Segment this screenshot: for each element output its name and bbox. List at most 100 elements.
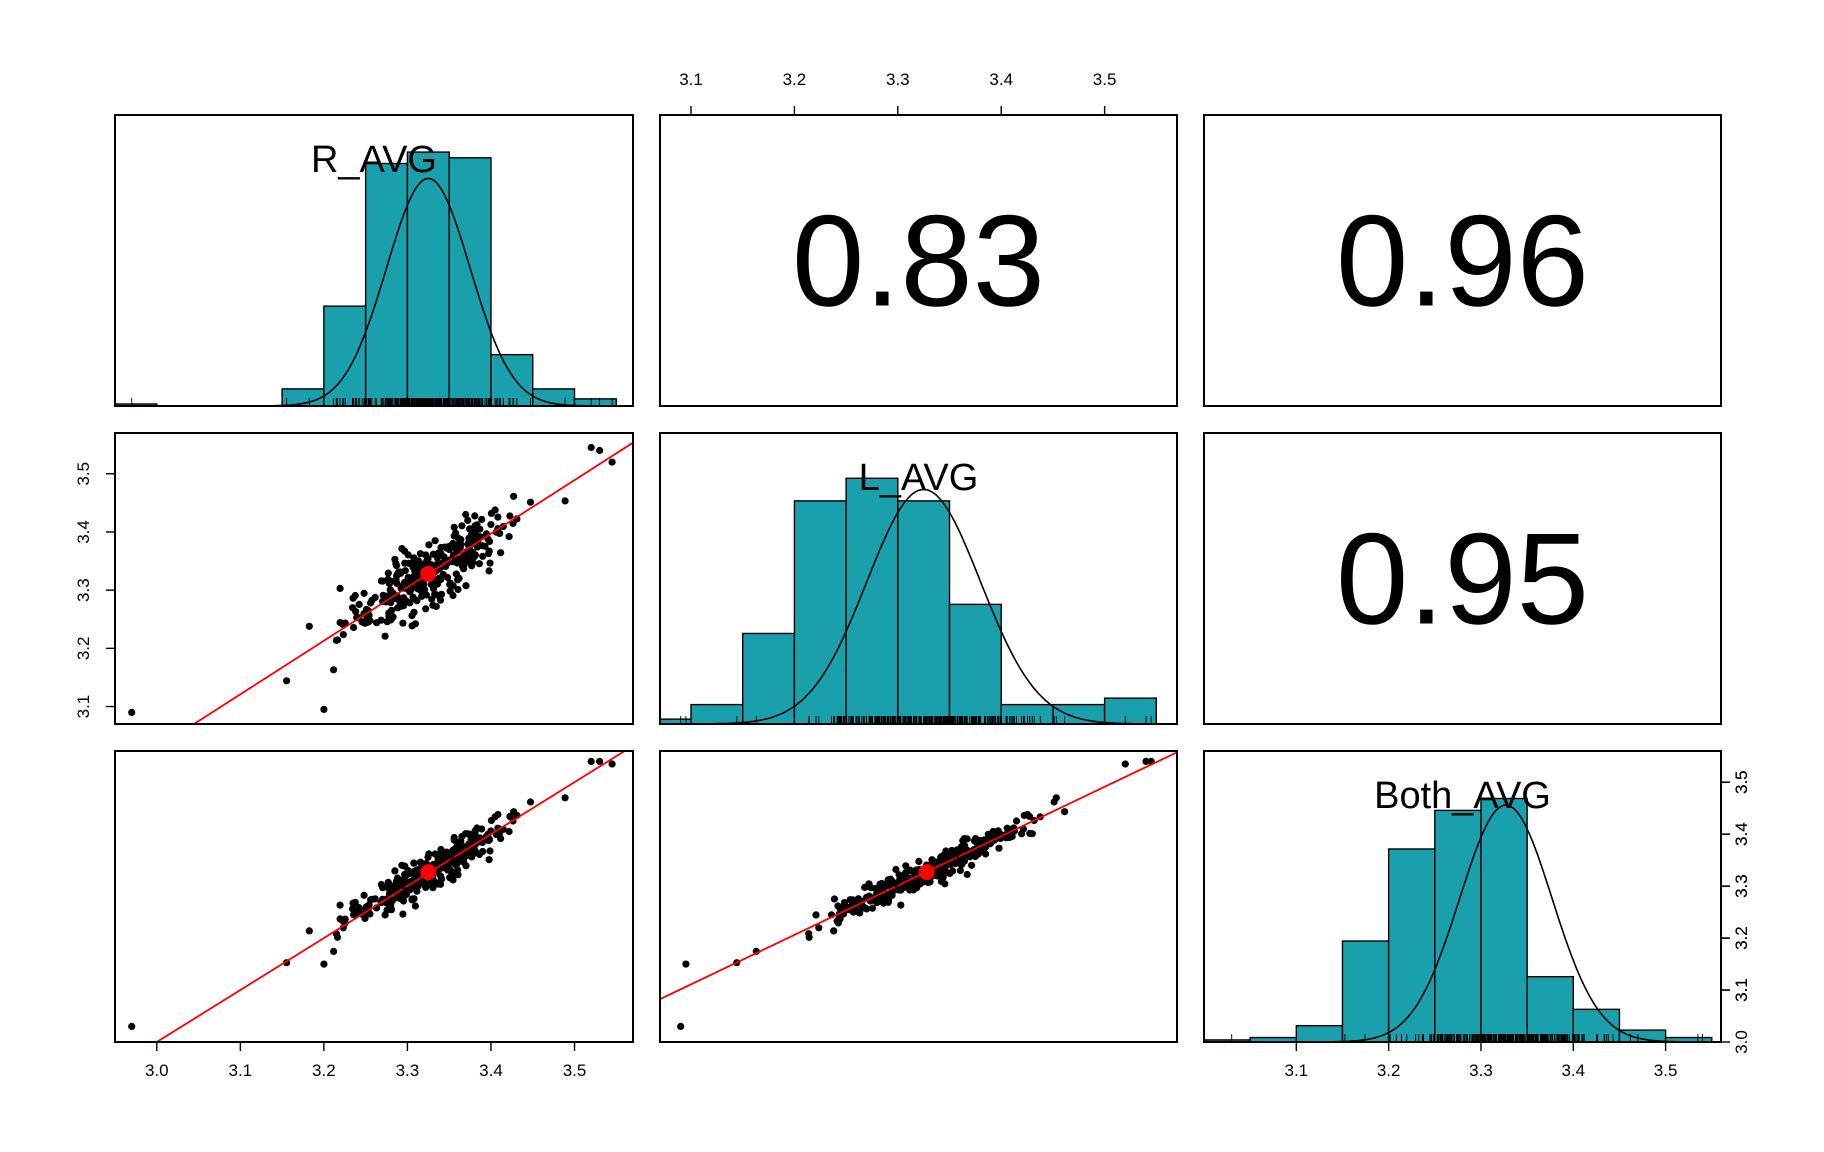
hist-bar — [690, 703, 744, 724]
data-point — [941, 880, 949, 888]
x-axis-bottom: 3.0 3.1 3.2 3.3 3.4 3.5 — [145, 1041, 587, 1080]
tick-label: 3.4 — [74, 520, 93, 544]
mean-point — [420, 864, 437, 881]
data-point — [464, 516, 472, 525]
data-point — [429, 550, 437, 558]
data-point — [478, 515, 486, 524]
regression-line — [155, 751, 627, 1042]
data-point — [408, 622, 416, 630]
data-point — [458, 522, 466, 530]
data-point — [1121, 760, 1129, 768]
scatter-both-avg-vs-l-avg — [660, 751, 1177, 1030]
mean-point — [918, 864, 935, 881]
data-point — [485, 567, 493, 575]
data-point — [339, 620, 347, 628]
data-point — [608, 458, 616, 466]
hist-bar — [1526, 975, 1574, 1042]
data-point — [371, 895, 379, 903]
data-point — [429, 884, 437, 892]
data-point — [513, 515, 521, 523]
data-point — [812, 911, 820, 919]
data-point — [397, 569, 405, 577]
data-point — [444, 544, 452, 552]
data-point — [434, 591, 442, 599]
data-point — [1061, 808, 1069, 816]
tick-label: 3.1 — [679, 70, 703, 89]
histogram-l-avg — [660, 477, 1177, 724]
data-point — [833, 917, 841, 925]
data-point — [505, 533, 513, 541]
panel-frame — [114, 432, 634, 725]
tick-label: 3.4 — [1732, 822, 1751, 846]
data-point — [381, 632, 389, 640]
data-point — [437, 543, 445, 552]
data-point — [410, 559, 419, 568]
data-point — [416, 550, 425, 558]
data-point — [841, 902, 849, 910]
correlation-ellipse — [402, 556, 455, 592]
data-point — [805, 930, 813, 938]
data-point — [479, 552, 487, 560]
tick-label: 3.5 — [563, 1061, 587, 1080]
tick-label: 3.0 — [145, 1061, 169, 1080]
data-point — [953, 846, 961, 854]
tick-label: 3.3 — [1469, 1061, 1493, 1080]
data-point — [608, 760, 616, 768]
data-point — [475, 850, 483, 859]
data-point — [561, 497, 569, 505]
data-point — [486, 847, 494, 855]
data-point — [476, 525, 484, 533]
data-point — [1026, 829, 1034, 838]
data-point — [384, 575, 392, 584]
data-point — [968, 861, 976, 869]
data-point — [505, 827, 513, 836]
data-point — [460, 858, 468, 866]
data-point — [283, 677, 291, 685]
data-point — [973, 838, 981, 847]
data-point — [350, 911, 358, 919]
data-point — [404, 551, 412, 559]
data-point — [995, 844, 1003, 852]
data-point — [448, 871, 456, 879]
data-point — [471, 829, 479, 838]
data-point — [846, 896, 854, 904]
tick-label: 3.2 — [312, 1061, 336, 1080]
data-point — [465, 556, 473, 564]
y-axis-left: 3.1 3.2 3.3 3.4 3.5 — [74, 462, 116, 718]
correlation-value: 0.96 — [1336, 188, 1589, 334]
hist-bar — [1387, 848, 1436, 1042]
data-point — [439, 570, 447, 579]
data-point — [128, 1022, 136, 1030]
data-point — [457, 837, 465, 845]
data-point — [384, 569, 392, 577]
data-point — [452, 861, 460, 869]
tick-label: 3.5 — [1654, 1061, 1678, 1080]
data-point — [320, 960, 328, 968]
data-point — [364, 618, 372, 626]
tick-label: 3.3 — [396, 1061, 420, 1080]
data-point — [1050, 798, 1058, 806]
tick-label: 3.3 — [1732, 874, 1751, 898]
tick-label: 3.3 — [886, 70, 910, 89]
data-point — [399, 602, 408, 610]
data-point — [949, 867, 957, 875]
tick-label: 3.4 — [1732, 822, 1751, 846]
data-point — [884, 876, 892, 884]
data-point — [393, 579, 401, 588]
data-point — [392, 560, 400, 568]
data-point — [410, 554, 418, 562]
data-point — [410, 859, 418, 867]
data-point — [875, 885, 883, 893]
data-point — [330, 947, 338, 956]
data-point — [449, 591, 457, 600]
data-point — [399, 619, 407, 627]
data-point — [404, 866, 412, 875]
correlation-value: 0.83 — [792, 188, 1045, 334]
data-point — [868, 904, 877, 912]
data-point — [892, 865, 900, 874]
data-point — [941, 867, 949, 875]
hist-bar — [364, 162, 409, 406]
data-point — [405, 559, 413, 567]
data-point — [320, 705, 328, 714]
data-point — [457, 540, 465, 549]
